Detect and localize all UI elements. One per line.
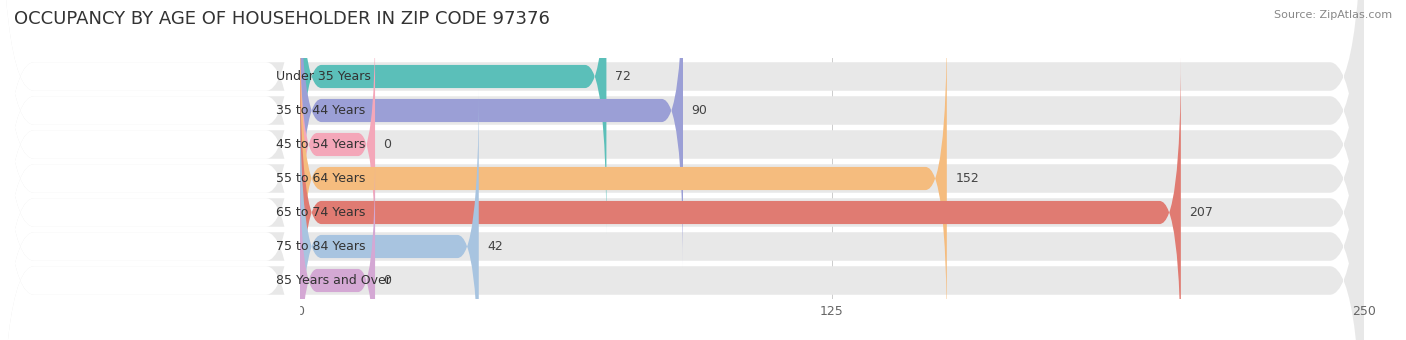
FancyBboxPatch shape: [299, 0, 606, 235]
FancyBboxPatch shape: [299, 0, 683, 269]
Text: 0: 0: [384, 274, 391, 287]
FancyBboxPatch shape: [0, 0, 1364, 340]
Text: 72: 72: [614, 70, 631, 83]
Text: 65 to 74 Years: 65 to 74 Years: [276, 206, 366, 219]
FancyBboxPatch shape: [0, 0, 299, 340]
FancyBboxPatch shape: [299, 54, 1181, 340]
FancyBboxPatch shape: [0, 0, 299, 340]
FancyBboxPatch shape: [0, 0, 1364, 340]
FancyBboxPatch shape: [0, 23, 1364, 340]
FancyBboxPatch shape: [0, 0, 1364, 334]
FancyBboxPatch shape: [0, 0, 299, 340]
Text: 45 to 54 Years: 45 to 54 Years: [276, 138, 366, 151]
Text: 152: 152: [955, 172, 979, 185]
Text: 85 Years and Over: 85 Years and Over: [276, 274, 391, 287]
FancyBboxPatch shape: [0, 0, 1364, 340]
Text: 90: 90: [692, 104, 707, 117]
Text: 55 to 64 Years: 55 to 64 Years: [276, 172, 366, 185]
FancyBboxPatch shape: [0, 0, 299, 340]
FancyBboxPatch shape: [299, 156, 375, 340]
FancyBboxPatch shape: [299, 88, 479, 340]
FancyBboxPatch shape: [299, 20, 946, 337]
Text: 75 to 84 Years: 75 to 84 Years: [276, 240, 366, 253]
Text: 207: 207: [1189, 206, 1213, 219]
Text: 35 to 44 Years: 35 to 44 Years: [276, 104, 366, 117]
FancyBboxPatch shape: [0, 0, 299, 334]
Text: 0: 0: [384, 138, 391, 151]
FancyBboxPatch shape: [0, 0, 299, 340]
FancyBboxPatch shape: [0, 0, 1364, 340]
FancyBboxPatch shape: [0, 0, 1364, 340]
Text: OCCUPANCY BY AGE OF HOUSEHOLDER IN ZIP CODE 97376: OCCUPANCY BY AGE OF HOUSEHOLDER IN ZIP C…: [14, 10, 550, 28]
FancyBboxPatch shape: [0, 23, 299, 340]
Text: Source: ZipAtlas.com: Source: ZipAtlas.com: [1274, 10, 1392, 20]
FancyBboxPatch shape: [299, 20, 375, 269]
Text: Under 35 Years: Under 35 Years: [276, 70, 371, 83]
Text: 42: 42: [488, 240, 503, 253]
